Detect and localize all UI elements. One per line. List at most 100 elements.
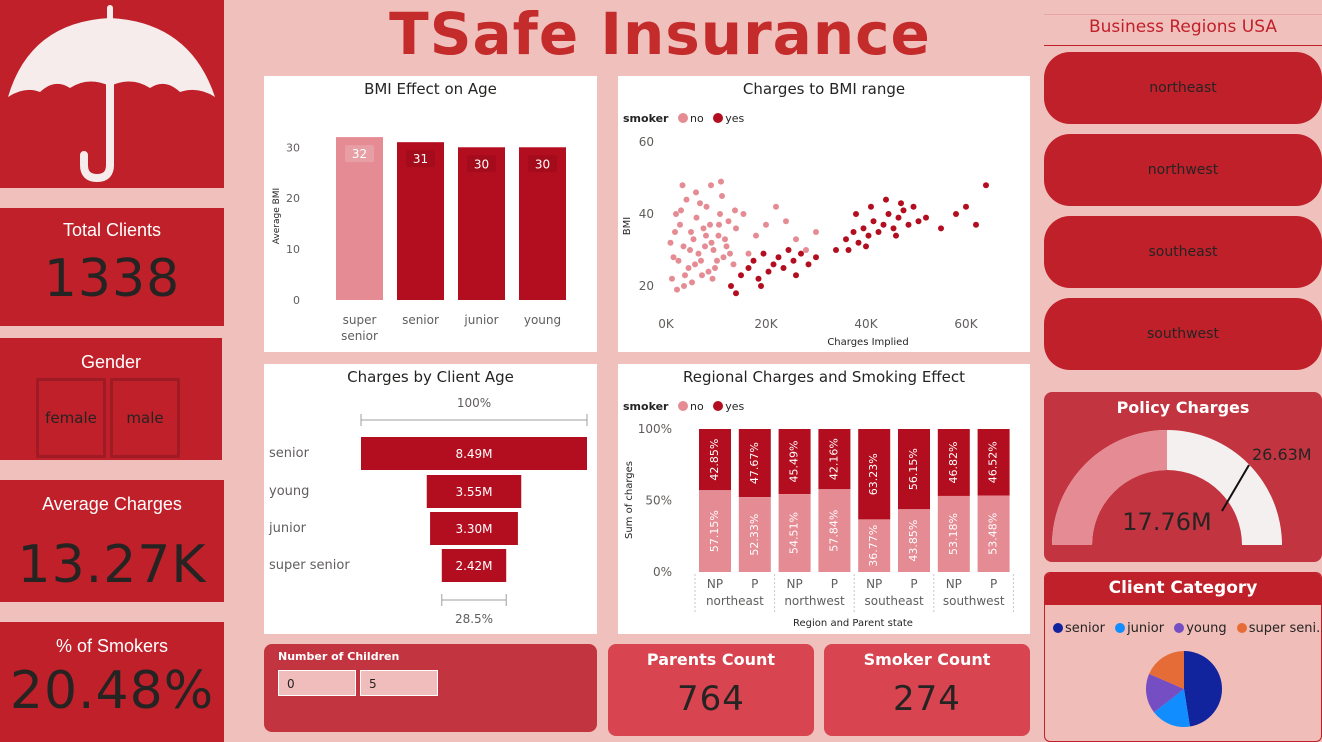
region-southeast-button[interactable]: southeast — [1044, 216, 1322, 288]
scatter-point-yes — [910, 203, 917, 210]
stack-label-no: 53.48% — [987, 513, 1000, 555]
stack-xtick: NP — [946, 577, 962, 591]
scatter-point-no — [793, 236, 799, 243]
pie-slice-super-senior — [1149, 651, 1184, 689]
stack-bar-no — [818, 489, 851, 572]
scatter-point-no — [723, 243, 730, 250]
scatter-point-no — [727, 250, 733, 257]
gauge-fill — [1052, 430, 1167, 545]
stack-xtick: NP — [866, 577, 882, 591]
regional-chart: 0% 50% 100% Sum of charges 42.85% 57.15% NP 47.… — [624, 422, 1014, 629]
funnel-category: senior — [269, 446, 310, 461]
scatter-xtick: 20K — [754, 317, 778, 331]
scatter-point-yes — [875, 229, 882, 235]
scatter-point-no — [687, 247, 693, 253]
client-category-title: Client Category — [1108, 578, 1258, 598]
parents-count-value: 764 — [677, 679, 745, 719]
region-northwest-button[interactable]: northwest — [1044, 134, 1322, 206]
scatter-xtick: 0K — [658, 317, 675, 331]
charges-age-chart: 100% senior 8.49M young 3.55M junior 3.30M supe… — [268, 396, 588, 626]
stack-bar-yes — [699, 429, 731, 491]
region-southwest-button[interactable]: southwest — [1044, 298, 1322, 370]
legend-super-senior: super seni... — [1248, 621, 1322, 636]
children-max-input[interactable]: 5 — [360, 670, 438, 696]
stack-bar-no — [858, 519, 891, 572]
scatter-point-yes — [745, 265, 752, 271]
stack-label-no: 36.77% — [867, 525, 880, 567]
scatter-xtick: 40K — [854, 317, 878, 331]
bmi-bar — [458, 147, 505, 300]
policy-charges-title: Policy Charges — [1116, 398, 1250, 417]
scatter-point-no — [714, 257, 720, 264]
stack-bar-no — [738, 497, 771, 572]
children-slicer: Number of Children 0 5 — [264, 644, 597, 732]
charges-age-chart-panel: Charges by Client Age 100% senior 8.49M you… — [264, 364, 597, 634]
client-category-pie — [1146, 651, 1222, 727]
scatter-point-no — [703, 232, 709, 239]
stack-group-label: southeast — [864, 594, 923, 608]
regional-legend-title: smoker — [623, 400, 669, 413]
stack-bar-no — [977, 495, 1010, 572]
funnel-category: junior — [268, 521, 307, 536]
scatter-point-yes — [863, 243, 869, 250]
client-category-title-bar: Client Category — [1045, 573, 1321, 605]
bmi-label-bg — [467, 155, 496, 173]
scatter-point-yes — [898, 200, 904, 207]
scatter-point-yes — [890, 225, 897, 232]
bmi-xtick: senior — [402, 313, 439, 327]
bmi-label-bg — [345, 145, 374, 163]
bmi-label-bg — [406, 150, 435, 168]
total-clients-value: 1338 — [43, 249, 181, 309]
region-northeast-button[interactable]: northeast — [1044, 52, 1322, 124]
client-category-card: Client Category senior junior young supe… — [1044, 572, 1322, 742]
stack-ytick: 50% — [645, 494, 672, 508]
scatter-point-no — [700, 225, 707, 232]
scatter-point-no — [690, 236, 697, 243]
client-category-legend: senior junior young super seni... — [1053, 621, 1322, 636]
scatter-point-yes — [883, 196, 889, 203]
bmi-data-label: 31 — [413, 152, 428, 166]
funnel-data-label: 2.42M — [455, 559, 492, 573]
gender-male-button[interactable]: male — [110, 378, 180, 458]
scatter-point-no — [678, 207, 684, 214]
scatter-legend: smoker no yes — [623, 112, 744, 125]
stack-xtick: NP — [707, 577, 723, 591]
regional-chart-panel: Regional Charges and Smoking Effect smok… — [618, 364, 1030, 634]
children-min-input[interactable]: 0 — [278, 670, 356, 696]
scatter-point-no — [813, 229, 819, 235]
stack-xlabel: Region and Parent state — [793, 618, 913, 629]
scatter-point-no — [722, 236, 728, 243]
regional-legend-no: no — [689, 400, 704, 413]
scatter-point-no — [682, 272, 688, 279]
scatter-point-no — [693, 214, 700, 221]
scatter-point-no — [717, 211, 723, 217]
bmi-bar — [519, 147, 566, 300]
gauge-value: 17.76M — [1122, 508, 1211, 536]
scatter-point-no — [719, 193, 725, 199]
pie-slice-junior — [1153, 689, 1190, 727]
stack-label-yes: 45.49% — [788, 441, 801, 483]
scatter-xtick: 60K — [954, 317, 978, 331]
stack-group-label: southwest — [943, 594, 1005, 608]
smoker-count-label: Smoker Count — [863, 650, 991, 669]
stack-group-label: northwest — [784, 594, 845, 608]
scatter-point-no — [695, 250, 702, 257]
funnel-top-label: 100% — [457, 396, 491, 410]
scatter-point-no — [669, 275, 675, 282]
scatter-point-yes — [780, 265, 787, 271]
bmi-label-bg — [528, 155, 557, 173]
scatter-point-no — [716, 221, 722, 228]
scatter-point-no — [708, 239, 715, 246]
gauge-target-line — [1221, 464, 1250, 512]
gender-female-button[interactable]: female — [36, 378, 106, 458]
scatter-point-yes — [738, 272, 744, 279]
stack-bar-yes — [937, 429, 970, 496]
scatter-legend-title: smoker — [623, 112, 669, 125]
scatter-point-no — [707, 221, 713, 228]
scatter-point-no — [680, 243, 687, 250]
legend-young: young — [1186, 621, 1227, 636]
charges-bmi-chart: 20 40 60 0K 20K 40K 60K BMI Charges Implied — [622, 135, 989, 348]
bmi-data-label: 30 — [535, 157, 550, 171]
bmi-age-chart-title: BMI Effect on Age — [364, 80, 497, 98]
stack-bar-no — [699, 490, 731, 572]
